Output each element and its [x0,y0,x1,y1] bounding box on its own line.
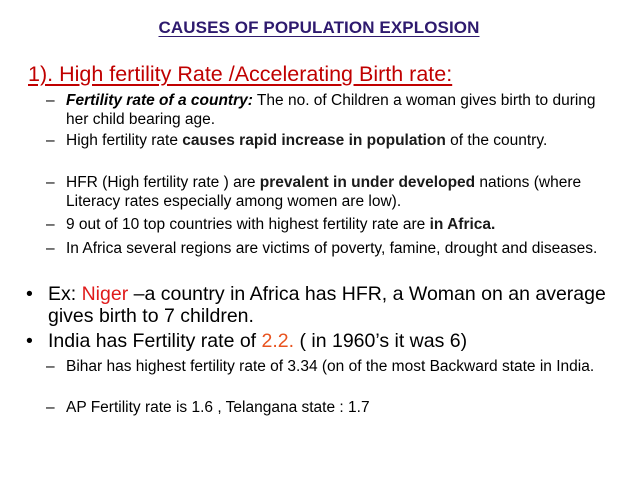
dash-marker: – [46,399,55,416]
sub-item-top-countries: – 9 out of 10 top countries with highest… [46,216,611,235]
sub-item-ap: – AP Fertility rate is 1.6 , Telangana s… [46,399,611,418]
hfr-prevalent-post: nations (where Literacy rates especially… [66,174,582,210]
niger-post: –a country in Africa has HFR, a Woman on… [48,283,606,327]
section-heading: 1). High fertility Rate /Accelerating Bi… [28,62,453,86]
hfr-prevalent-pre: HFR (High fertility rate ) are [66,174,260,191]
bihar-text: Bihar has highest fertility rate of 3.34… [66,358,595,375]
fertility-definition-text: The no. of Children a woman gives birth … [66,92,596,128]
top-countries-bold: in Africa. [429,216,496,233]
africa-text: In Africa several regions are victims of… [66,240,598,257]
sub-item-bihar: – Bihar has highest fertility rate of 3.… [46,358,611,377]
slide-title: CAUSES OF POPULATION EXPLOSION [158,18,480,37]
hfr-causes-post: of the country. [445,132,548,149]
dash-marker: – [46,132,55,149]
sub-item-hfr-prevalent: – HFR (High fertility rate ) are prevale… [46,174,611,211]
sub-item-hfr-causes: – High fertility rate causes rapid incre… [46,132,611,151]
bullet-marker: • [26,283,33,305]
india-post: ( in 1960’s it was 6) [294,330,468,352]
dash-marker: – [46,216,55,233]
niger-pre: Ex: [48,283,82,305]
ap-text: AP Fertility rate is 1.6 , Telangana sta… [66,399,370,416]
top-countries-pre: 9 out of 10 top countries with highest f… [66,216,430,233]
bullet-marker: • [26,330,33,352]
bullet-india: • India has Fertility rate of 2.2. ( in … [26,330,611,352]
hfr-causes-bold: causes rapid increase in population [182,132,446,149]
sub-item-fertility-definition: – Fertility rate of a country: The no. o… [46,92,611,129]
sub-item-africa: – In Africa several regions are victims … [46,240,611,259]
bullet-niger: • Ex: Niger –a country in Africa has HFR… [26,283,611,327]
niger-highlight: Niger [81,283,129,305]
india-highlight: 2.2. [261,330,295,352]
hfr-causes-pre: High fertility rate [66,132,183,149]
dash-marker: – [46,174,55,191]
dash-marker: – [46,92,55,109]
dash-marker: – [46,240,55,257]
hfr-prevalent-bold: prevalent in under developed [259,174,476,191]
india-pre: India has Fertility rate of [48,330,262,352]
fertility-term: Fertility rate of a country: [66,92,253,109]
dash-marker: – [46,358,55,375]
